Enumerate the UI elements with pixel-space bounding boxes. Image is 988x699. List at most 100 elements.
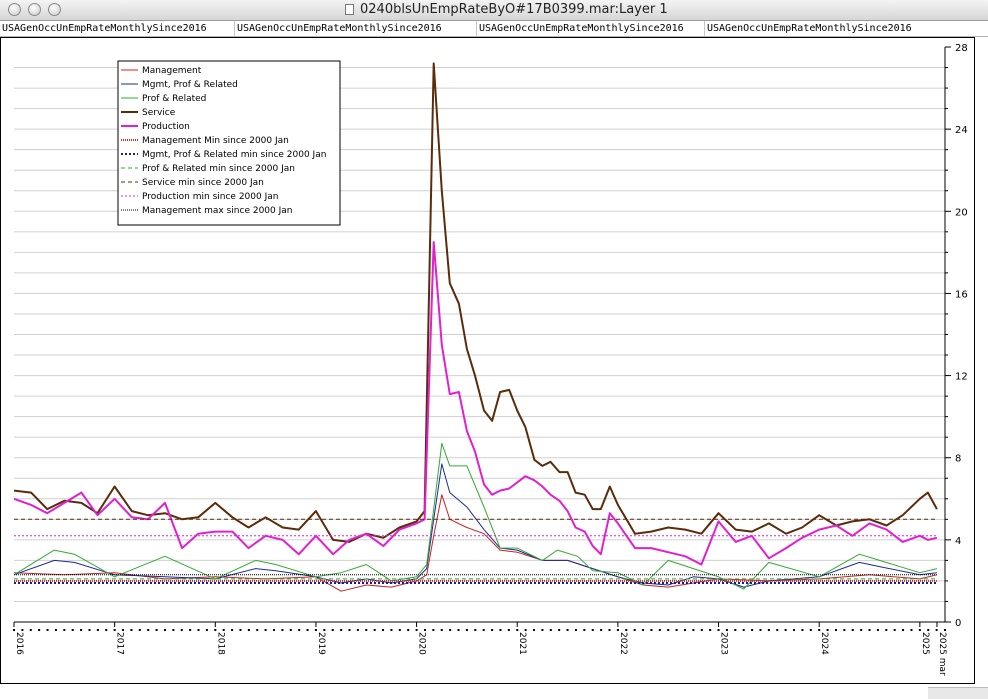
x-minor-tick (189, 629, 192, 631)
y-tick-label: 8 (955, 454, 961, 465)
x-minor-tick (642, 629, 645, 631)
x-minor-tick (927, 629, 930, 631)
x-tick-label: 2025 (920, 632, 930, 655)
x-minor-tick (751, 629, 754, 631)
x-minor-tick (667, 629, 670, 631)
minimize-window-button[interactable] (28, 3, 41, 16)
x-minor-tick (692, 629, 695, 631)
x-minor-tick (700, 629, 703, 631)
zoom-window-button[interactable] (48, 3, 61, 16)
x-minor-tick (465, 629, 468, 631)
y-tick-label: 12 (955, 372, 968, 383)
x-minor-tick (348, 629, 351, 631)
x-minor-tick (138, 629, 141, 631)
x-minor-tick (860, 629, 863, 631)
y-tick-label: 0 (955, 618, 961, 629)
series-line-2 (13, 442, 938, 590)
y-tick-label: 28 (955, 43, 968, 54)
tab-layer-3[interactable]: USAGenOccUnEmpRateMonthlySince2016 (476, 21, 704, 36)
close-window-button[interactable] (8, 3, 21, 16)
x-minor-tick (373, 629, 376, 631)
x-minor-tick (826, 629, 829, 631)
x-minor-tick (935, 629, 938, 631)
series-line-1 (13, 463, 937, 588)
x-minor-tick (902, 629, 905, 631)
tab-layer-1[interactable]: USAGenOccUnEmpRateMonthlySince2016 (2, 23, 207, 34)
x-minor-tick (180, 629, 183, 631)
x-minor-tick (482, 629, 485, 631)
x-tick-label: 2022 (618, 632, 628, 655)
x-minor-tick (633, 629, 636, 631)
x-minor-tick (239, 629, 242, 631)
x-minor-tick (356, 629, 359, 631)
x-minor-tick (851, 629, 854, 631)
x-minor-tick (516, 629, 519, 631)
x-minor-tick (323, 629, 326, 631)
legend-label: Prof & Related (142, 94, 206, 104)
x-minor-tick (608, 629, 611, 631)
x-minor-tick (398, 629, 401, 631)
tab-layer-2[interactable]: USAGenOccUnEmpRateMonthlySince2016 (234, 21, 476, 36)
x-minor-tick (46, 629, 49, 631)
x-minor-tick (314, 629, 317, 631)
x-minor-tick (423, 629, 426, 631)
x-minor-tick (776, 629, 779, 631)
x-minor-tick (80, 629, 83, 631)
x-minor-tick (843, 629, 846, 631)
x-minor-tick (289, 629, 292, 631)
x-minor-tick (130, 629, 133, 631)
x-tick-label: 2020 (417, 632, 427, 655)
series-line-4 (13, 241, 938, 566)
x-minor-tick (885, 629, 888, 631)
x-minor-tick (205, 629, 208, 631)
x-minor-tick (247, 629, 250, 631)
x-minor-tick (298, 629, 301, 631)
x-minor-tick (365, 629, 368, 631)
x-minor-tick (709, 629, 712, 631)
x-minor-tick (650, 629, 653, 631)
y-tick-label: 16 (955, 289, 968, 300)
y-tick-label: 24 (955, 125, 968, 136)
x-minor-tick (147, 629, 150, 631)
x-minor-tick (725, 629, 728, 631)
x-minor-tick (113, 629, 116, 631)
window-title: 0240blsUnEmpRateByO#17B0399.mar:Layer 1 (360, 2, 668, 17)
x-minor-tick (281, 629, 284, 631)
x-tick-label: 2021 (517, 632, 527, 655)
x-minor-tick (533, 629, 536, 631)
x-minor-tick (222, 629, 225, 631)
resize-grip[interactable] (928, 687, 988, 699)
x-minor-tick (382, 629, 385, 631)
x-minor-tick (876, 629, 879, 631)
x-minor-tick (574, 629, 577, 631)
x-minor-tick (197, 629, 200, 631)
x-minor-tick (717, 629, 720, 631)
y-tick-label: 20 (955, 207, 968, 218)
x-minor-tick (583, 629, 586, 631)
layer-tabs-bar: USAGenOccUnEmpRateMonthlySince2016 USAGe… (0, 21, 988, 37)
x-minor-tick (541, 629, 544, 631)
x-minor-tick (88, 629, 91, 631)
x-minor-tick (21, 629, 24, 631)
window-titlebar: 0240blsUnEmpRateByO#17B0399.mar:Layer 1 (0, 0, 988, 21)
x-minor-tick (616, 629, 619, 631)
x-minor-tick (273, 629, 276, 631)
x-minor-tick (818, 629, 821, 631)
legend-label: Service min since 2000 Jan (142, 178, 264, 188)
plot-frame (0, 37, 975, 684)
x-minor-tick (558, 629, 561, 631)
x-minor-tick (625, 629, 628, 631)
x-minor-tick (432, 629, 435, 631)
x-tick-label: 2019 (316, 632, 326, 655)
x-minor-tick (415, 629, 418, 631)
x-minor-tick (491, 629, 494, 631)
x-minor-tick (767, 629, 770, 631)
x-minor-tick (105, 629, 108, 631)
x-minor-tick (231, 629, 234, 631)
legend-label: Prof & Related min since 2000 Jan (142, 164, 295, 174)
tab-layer-4[interactable]: USAGenOccUnEmpRateMonthlySince2016 (704, 21, 988, 36)
x-minor-tick (449, 629, 452, 631)
legend-label: Management max since 2000 Jan (142, 206, 293, 216)
x-minor-tick (784, 629, 787, 631)
